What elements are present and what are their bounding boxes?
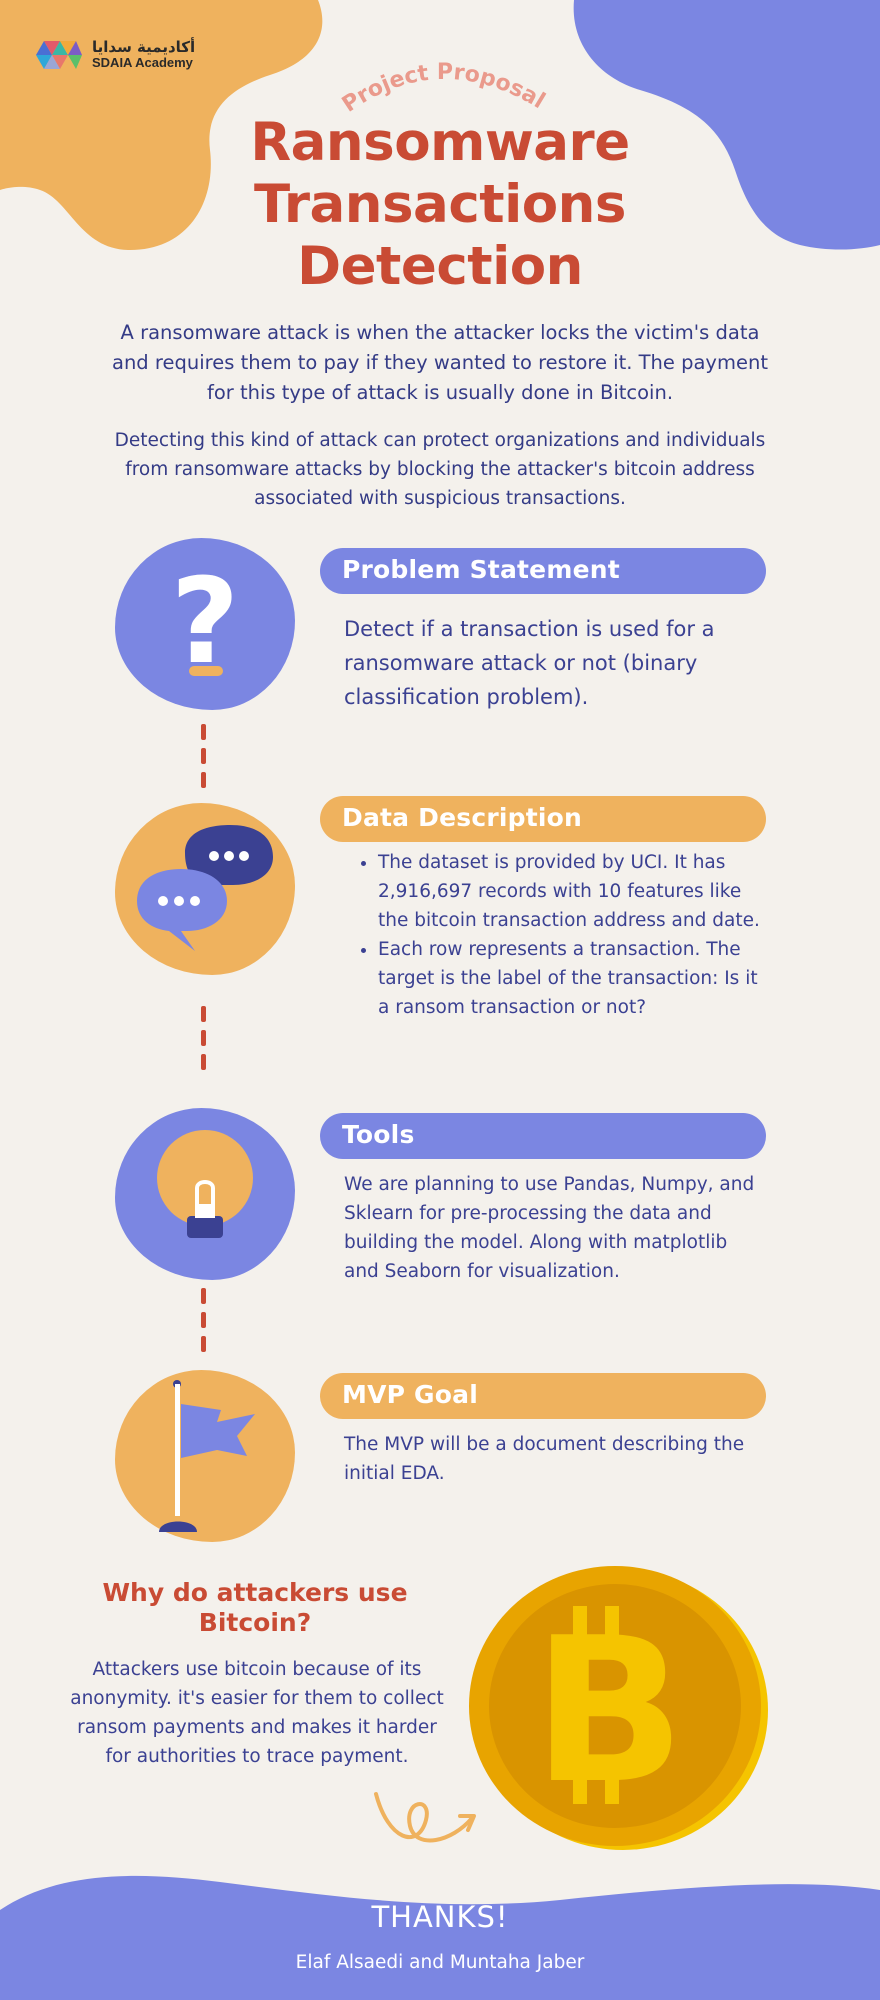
why-bitcoin-title: Why do attackers use Bitcoin?	[102, 1578, 408, 1637]
problem-statement-title: Problem Statement	[342, 555, 620, 584]
purple-blob-top-right	[573, 0, 880, 250]
svg-text:Project Proposal: Project Proposal	[338, 60, 549, 118]
authors-text: Elaf Alsaedi and Muntaha Jaber	[295, 1952, 585, 1973]
data-description-title: Data Description	[342, 803, 583, 832]
data-description-bullet-2: Each row represents a transaction. The t…	[378, 935, 768, 1022]
sdaia-logo-icon	[36, 41, 82, 69]
data-description-bullet-1: The dataset is provided by UCI. It has 2…	[378, 848, 768, 935]
tools-icon-circle	[115, 1108, 295, 1280]
title-line-3: Detection	[297, 236, 583, 297]
logo-arabic-text: أكاديمية سدايا	[92, 38, 196, 57]
mvp-goal-text: The MVP will be a document describing th…	[344, 1434, 745, 1484]
why-bitcoin-text: Attackers use bitcoin because of its ano…	[70, 1659, 444, 1767]
data-description-list: The dataset is provided by UCI. It has 2…	[344, 848, 768, 1022]
connector-1	[201, 724, 207, 796]
question-mark-icon: ?	[171, 552, 239, 690]
flag-icon	[159, 1380, 255, 1532]
tools-title: Tools	[342, 1120, 415, 1149]
logo-english-text: SDAIA Academy	[92, 55, 193, 71]
orange-blob-top-left	[0, 0, 323, 250]
background-blobs	[0, 0, 880, 250]
footer-wave	[0, 1875, 880, 2000]
page-title: Ransomware Transactions Detection	[200, 112, 680, 298]
intro-paragraph-1: A ransomware attack is when the attacker…	[112, 321, 768, 404]
connector-3	[201, 1288, 207, 1360]
title-line-1: Ransomware	[250, 112, 630, 173]
mvp-goal-title: MVP Goal	[342, 1380, 478, 1409]
problem-statement-text: Detect if a transaction is used for a ra…	[344, 617, 715, 709]
intro-paragraph-2: Detecting this kind of attack can protec…	[114, 430, 766, 509]
thanks-heading: THANKS!	[371, 1900, 509, 1934]
swirl-arrow-icon	[374, 1792, 476, 1843]
mvp-icon-circle	[115, 1370, 295, 1542]
tools-header: Tools	[320, 1113, 766, 1159]
subtitle-text: Project Proposal	[338, 60, 549, 118]
bitcoin-coin-icon: B	[469, 1566, 768, 1850]
lightbulb-icon	[157, 1130, 253, 1238]
problem-statement-header: Problem Statement	[320, 548, 766, 594]
sdaia-logo: أكاديمية سدايا SDAIA Academy	[34, 36, 195, 74]
connector-2	[201, 1006, 207, 1078]
chat-bubbles-icon	[137, 825, 273, 951]
title-line-2: Transactions	[254, 174, 626, 235]
data-description-header: Data Description	[320, 796, 766, 842]
problem-icon-circle: ?	[115, 538, 295, 710]
tools-text: We are planning to use Pandas, Numpy, an…	[344, 1174, 755, 1282]
data-icon-circle	[115, 803, 295, 975]
mvp-goal-header: MVP Goal	[320, 1373, 766, 1419]
subtitle-curved: Project Proposal	[338, 60, 549, 118]
